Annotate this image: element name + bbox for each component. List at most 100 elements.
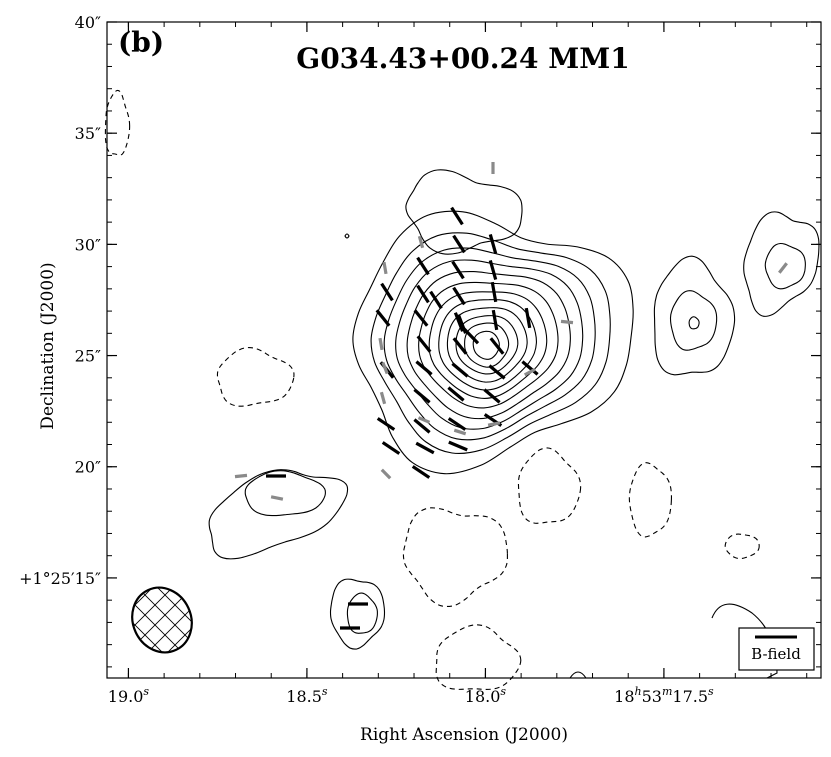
bfield-segment-strong: [413, 309, 429, 327]
legend-label: B-field: [751, 645, 801, 663]
bfield-segment-strong: [452, 234, 466, 254]
contour-west-inner: [244, 470, 326, 517]
bfield-segment-strong: [429, 290, 443, 310]
legend: B-field: [738, 627, 815, 671]
bfield-segment-strong: [376, 417, 396, 431]
negative-contour: [216, 347, 295, 407]
bfield-segment-weak: [382, 261, 388, 275]
bfield-segment-strong: [450, 206, 464, 226]
bfield-segment-weak: [778, 262, 788, 274]
contour-west-outer: [208, 469, 349, 560]
x-axis-label: Right Ascension (J2000): [360, 725, 568, 745]
bfield-segment-strong: [491, 309, 499, 331]
bfield-segment-strong: [488, 364, 506, 380]
panel-label: (b): [118, 26, 164, 59]
bfield-segment-strong: [375, 309, 391, 327]
bfield-segment-strong: [452, 286, 466, 306]
y-axis-label: Declination (J2000): [38, 262, 58, 429]
x-ticks: 19.0s 18.5s 18.0s 18h53m17.5s: [108, 22, 808, 706]
bfield-segment-strong: [489, 337, 505, 355]
contour-small: [344, 233, 350, 239]
negative-contour: [435, 624, 522, 690]
negative-contour: [402, 507, 508, 608]
x-tick-label: 18.0s: [465, 685, 507, 706]
bfield-segment-strong: [416, 256, 430, 276]
bfield-segment-weak: [453, 428, 467, 436]
negative-contour: [628, 462, 673, 538]
x-tick-label: 18.5s: [286, 685, 328, 706]
negative-contour: [104, 89, 131, 156]
bfield-segment-weak: [234, 473, 248, 479]
y-tick-label: +1°25′15″: [19, 569, 101, 588]
contour-main-level: [464, 322, 510, 368]
contour-main-level: [428, 291, 548, 399]
contour-main-level: [418, 281, 559, 409]
bfield-segment-strong: [452, 337, 468, 355]
contour-layer: [208, 169, 820, 679]
plot-frame: [106, 21, 822, 679]
contour-main-level: [472, 330, 500, 360]
bfield-segment-strong: [490, 281, 498, 303]
bfield-segment-strong: [411, 465, 431, 479]
bfield-segment-strong: [416, 284, 430, 304]
x-tick-label: 19.0s: [108, 685, 150, 706]
bfield-segment-weak: [560, 319, 574, 325]
y-tick-label: 35″: [75, 124, 101, 143]
contour-main-level: [446, 307, 528, 383]
contour-east-inner: [688, 316, 700, 330]
contour-main-level: [395, 259, 584, 430]
contour-south-outer: [329, 578, 386, 650]
y-tick-label: 20″: [75, 458, 101, 477]
bfield-segment-strong: [415, 360, 433, 376]
negative-contour-layer: [104, 89, 760, 690]
bfield-segment-layer: [234, 162, 788, 630]
bfield-segment-strong: [413, 418, 431, 434]
contour-main-level: [438, 299, 537, 391]
bfield-segment-strong: [451, 260, 465, 280]
bfield-segment-weak: [523, 367, 537, 377]
bfield-segment-weak: [487, 421, 501, 427]
contour-main-level: [352, 210, 634, 475]
y-ticks: 40″ 35″ 30″ 25″ 20″ +1°25′15″: [19, 13, 821, 668]
bfield-segment-strong: [448, 440, 468, 452]
negative-contour: [724, 533, 760, 560]
contour-east-mid: [669, 290, 718, 351]
y-tick-label: 30″: [75, 235, 101, 254]
bfield-segment-weak: [417, 416, 431, 424]
contour-main-level: [370, 232, 611, 454]
bfield-segment-weak: [270, 495, 284, 501]
bfield-segment-strong: [488, 233, 498, 255]
bfield-segment-strong: [447, 417, 467, 431]
bfield-segment-strong: [483, 388, 501, 404]
chart-title: G034.43+00.24 MM1: [296, 42, 629, 75]
bfield-segment-strong: [451, 362, 469, 378]
bfield-segment-strong: [381, 441, 401, 455]
bfield-segment-strong: [415, 441, 435, 455]
bfield-segment-strong: [413, 388, 431, 404]
x-tick-label: 18h53m17.5s: [614, 685, 714, 706]
bfield-segment-strong: [524, 307, 532, 329]
contour-far-west-inner: [764, 242, 806, 290]
bfield-segment-strong: [488, 259, 498, 281]
bfield-segment-strong: [462, 327, 480, 345]
bfield-segment-strong: [416, 335, 432, 353]
beam-ellipse: [121, 577, 203, 663]
contour-main-level: [406, 270, 571, 420]
contour-far-west-outer: [743, 211, 820, 317]
contour-east-outer: [653, 255, 736, 376]
bfield-segment-strong: [453, 312, 465, 332]
contour-main-level: [383, 247, 596, 441]
contour-north-extension: [405, 169, 523, 255]
bfield-segment-weak: [378, 337, 384, 351]
y-tick-label: 40″: [75, 13, 101, 32]
bfield-segment-strong: [380, 282, 394, 302]
negative-contour: [517, 447, 582, 524]
contour-south-inner: [346, 592, 378, 634]
bfield-segment-weak: [379, 391, 387, 405]
bfield-segment-weak: [417, 235, 425, 249]
y-tick-label: 25″: [75, 347, 101, 366]
contour-bottom-edge: [569, 671, 587, 679]
bfield-segment-strong: [447, 386, 465, 402]
bfield-segment-weak: [381, 361, 389, 375]
